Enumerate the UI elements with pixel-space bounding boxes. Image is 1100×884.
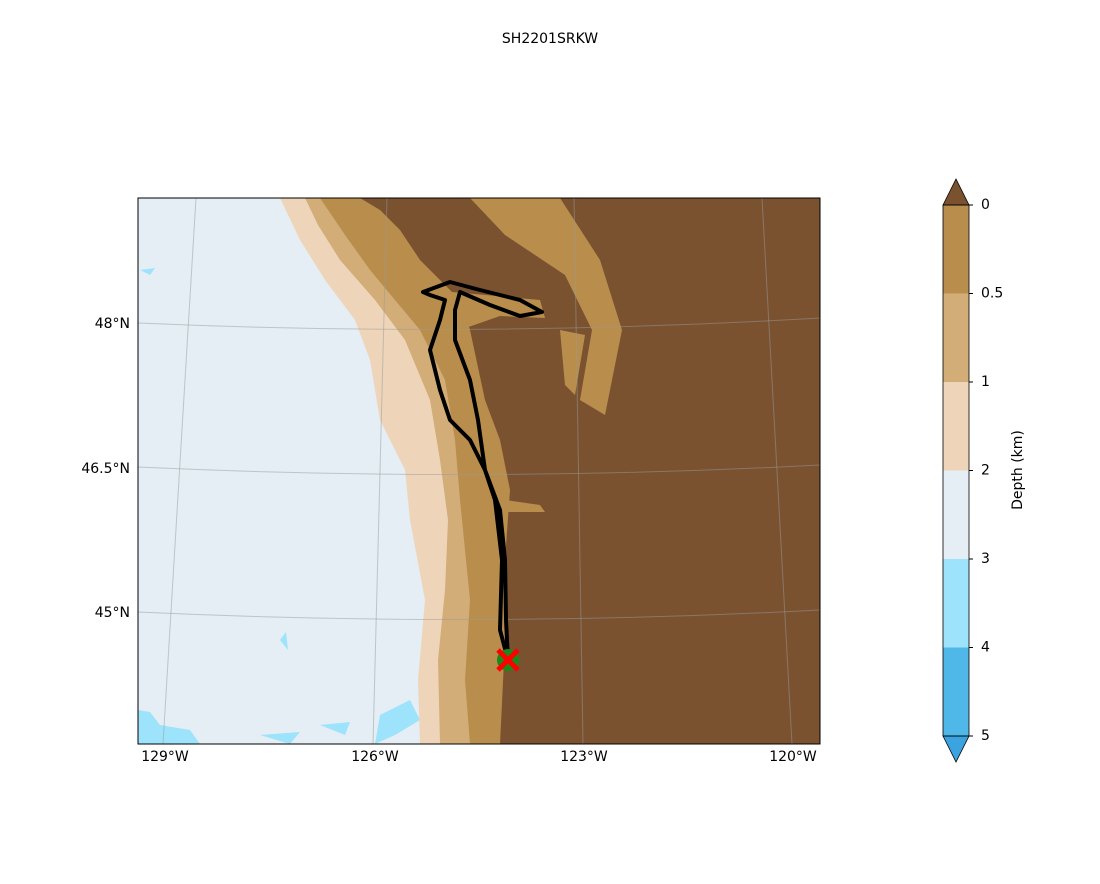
axis-labels: 48°N 46.5°N 45°N 129°W 126°W 123°W 120°W [81, 316, 817, 765]
lat-label: 48°N [95, 316, 130, 332]
lat-label: 46.5°N [81, 461, 130, 477]
colorbar-band [943, 293, 969, 383]
colorbar-tick-label: 1 [981, 374, 990, 390]
colorbar-tick-label: 5 [981, 728, 990, 744]
end-marker [496, 648, 520, 672]
colorbar-extend-top [942, 178, 970, 206]
colorbar-band [943, 205, 969, 294]
colorbar-extend-bottom [942, 735, 970, 763]
map [138, 198, 820, 744]
colorbar-tick-label: 0 [981, 197, 990, 213]
lon-label: 123°W [560, 749, 608, 765]
land [360, 198, 820, 744]
colorbar-tick-label: 3 [981, 551, 990, 567]
lon-label: 126°W [351, 749, 399, 765]
colorbar-band [943, 382, 969, 471]
colorbar-tick-label: 4 [981, 640, 990, 656]
ship-track [421, 280, 544, 661]
title: SH2201SRKW [502, 31, 598, 47]
map-frame [137, 197, 821, 745]
colorbar: 0 0.5 1 2 3 4 5 [942, 178, 1003, 763]
colorbar-band [943, 559, 969, 648]
colorbar-label: Depth (km) [1010, 430, 1026, 510]
inland-waters [430, 198, 622, 512]
graticule [138, 198, 820, 744]
lon-label: 129°W [141, 749, 189, 765]
colorbar-tick-label: 0.5 [981, 286, 1003, 302]
colorbar-band [943, 470, 969, 560]
colorbar-band [943, 647, 969, 737]
colorbar-tick-label: 2 [981, 463, 990, 479]
lon-label: 120°W [769, 749, 817, 765]
lat-label: 45°N [95, 605, 130, 621]
